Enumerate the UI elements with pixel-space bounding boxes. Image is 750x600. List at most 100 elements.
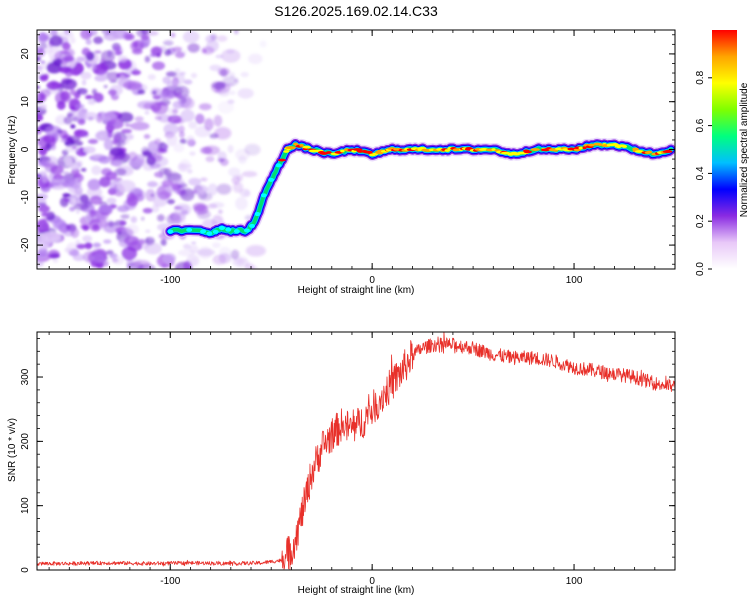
- heatmap-noise-blob: [37, 247, 48, 258]
- heatmap-noise-blob: [121, 246, 137, 261]
- heatmap-noise-blob: [42, 217, 49, 221]
- heatmap-noise-blob: [217, 157, 225, 163]
- heatmap-noise-blob: [156, 214, 165, 222]
- heatmap-ridge-spot: [218, 225, 225, 230]
- heatmap-noise-blob: [109, 147, 124, 157]
- heatmap-ridge-spot: [233, 229, 240, 234]
- heatmap-noise-blob: [209, 64, 222, 72]
- heatmap-noise-blob: [50, 165, 64, 175]
- heatmap-noise-blob: [161, 180, 174, 187]
- heatmap-ridge-spot: [588, 143, 595, 147]
- heatmap-ridge-spot: [249, 223, 256, 228]
- heatmap-noise-blob: [81, 90, 88, 96]
- heatmap-ridge-spot: [573, 148, 582, 152]
- heatmap-noise-blob: [37, 56, 41, 62]
- heatmap-ridge-spot: [225, 227, 232, 232]
- heatmap-noise-blob: [259, 40, 267, 48]
- heatmap-ridge-spot: [167, 229, 174, 234]
- heatmap-noise-blob: [243, 190, 251, 197]
- heatmap-noise-blob: [39, 93, 48, 102]
- heatmap-noise-blob: [152, 194, 168, 207]
- colorbar-tick-label: 0.2: [695, 214, 706, 228]
- heatmap-noise-blob: [172, 46, 183, 52]
- heatmap-noise-blob: [212, 242, 221, 249]
- heatmap-noise-blob: [103, 138, 114, 151]
- heatmap-noise-blob: [107, 121, 116, 125]
- heatmap-noise-blob: [232, 257, 250, 268]
- heatmap-noise-blob: [40, 103, 47, 110]
- heatmap-noise-blob: [107, 130, 114, 139]
- heatmap-ridge-spot: [186, 227, 193, 232]
- heatmap-noise-blob: [154, 115, 162, 121]
- heatmap-noise-blob: [179, 138, 187, 144]
- heatmap-noise-blob: [249, 265, 258, 269]
- heatmap-noise-blob: [37, 173, 42, 178]
- heatmap-noise-blob: [192, 190, 198, 194]
- heatmap-noise-blob: [73, 129, 89, 138]
- y-tick-label: 10: [20, 96, 31, 108]
- heatmap-noise-blob: [67, 110, 86, 121]
- heatmap-noise-blob: [116, 179, 136, 193]
- heatmap-noise-blob: [211, 81, 225, 90]
- heatmap-noise-blob: [37, 197, 47, 207]
- heatmap-noise-blob: [216, 35, 228, 42]
- heatmap-ridge-spot: [302, 145, 312, 149]
- heatmap-noise-blob: [203, 145, 221, 155]
- heatmap-noise-blob: [167, 107, 179, 116]
- heatmap-noise-blob: [41, 174, 49, 183]
- heatmap-noise-blob: [73, 203, 89, 211]
- heatmap-noise-blob: [111, 139, 118, 145]
- heatmap-noise-blob: [106, 197, 117, 205]
- heatmap-noise-blob: [74, 185, 83, 196]
- heatmap-noise-blob: [238, 155, 247, 164]
- heatmap-noise-blob: [205, 155, 215, 163]
- heatmap-noise-blob: [130, 121, 150, 131]
- heatmap-noise-blob: [219, 68, 228, 77]
- heatmap-noise-blob: [132, 259, 151, 269]
- heatmap-noise-blob: [82, 235, 93, 243]
- x-tick-label: 100: [566, 576, 583, 587]
- heatmap-noise-blob: [84, 242, 93, 250]
- heatmap-noise-blob: [81, 108, 88, 114]
- heatmap-noise-blob: [232, 182, 244, 193]
- heatmap-noise-blob: [166, 132, 178, 147]
- heatmap-noise-blob: [133, 39, 145, 51]
- heatmap-ridge-spot: [299, 144, 304, 147]
- heatmap-noise-blob: [63, 197, 70, 203]
- heatmap-noise-blob: [213, 114, 223, 127]
- heatmap-noise-blob: [91, 88, 98, 95]
- heatmap-ridge-spot: [356, 150, 364, 153]
- heatmap-noise-blob: [37, 261, 44, 267]
- heatmap-noise-blob: [174, 51, 186, 59]
- heatmap-noise-blob: [70, 140, 84, 147]
- heatmap-noise-blob: [204, 118, 214, 131]
- heatmap-y-axis: -20 -10 0 10 20: [20, 34, 675, 265]
- heatmap-noise-blob: [236, 174, 244, 182]
- heatmap-ridge-spot: [530, 148, 540, 151]
- heatmap-noise-blob: [101, 30, 112, 36]
- heatmap-noise-blob: [70, 106, 76, 110]
- heatmap-noise-blob: [126, 192, 136, 202]
- colorbar-tick-label: 0.6: [695, 118, 706, 132]
- heatmap-noise-blob: [195, 113, 205, 125]
- heatmap-noise-blob: [112, 255, 125, 265]
- heatmap-noise-blob: [241, 170, 258, 178]
- heatmap-ridge-spot: [287, 146, 296, 150]
- heatmap-noise-blob: [178, 183, 188, 188]
- heatmap-noise-blob: [37, 85, 40, 89]
- heatmap-noise-blob: [178, 131, 185, 138]
- heatmap-noise-blob: [120, 214, 130, 220]
- snr-series-line: [37, 332, 675, 570]
- heatmap-noise-blob: [89, 209, 97, 215]
- heatmap-noise-blob: [161, 263, 167, 269]
- heatmap-noise-blob: [85, 94, 93, 100]
- heatmap-noise-blob: [222, 76, 239, 87]
- heatmap-ridge-spot: [646, 150, 653, 154]
- heatmap-noise-blob: [76, 56, 86, 62]
- heatmap-noise-blob: [128, 158, 145, 168]
- heatmap-ridge-spot: [582, 146, 587, 150]
- heatmap-noise-blob: [188, 121, 198, 129]
- heatmap-noise-blob: [71, 198, 77, 205]
- x-tick-label: -100: [160, 275, 180, 286]
- heatmap-noise-blob: [148, 236, 155, 240]
